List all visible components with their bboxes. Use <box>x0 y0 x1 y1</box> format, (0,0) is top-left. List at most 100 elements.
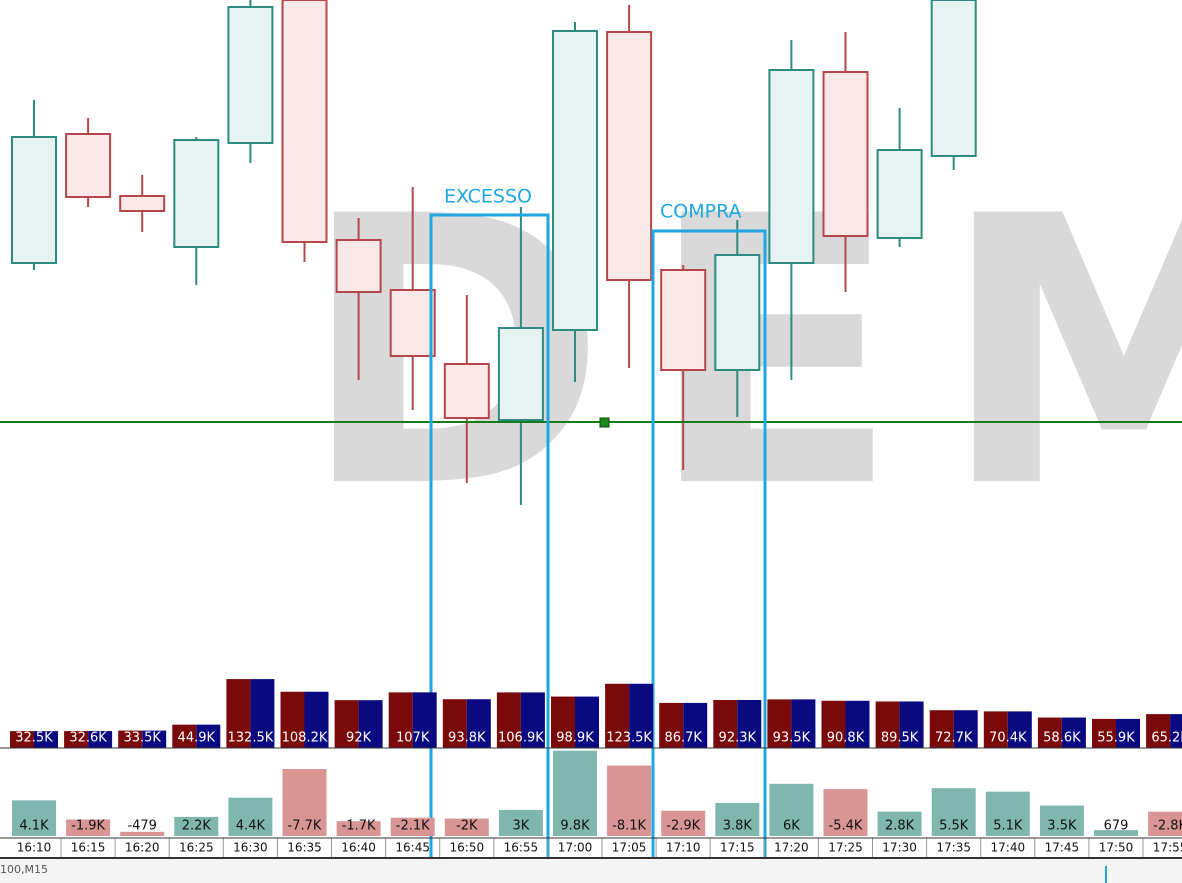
volume-label: 93.5K <box>773 731 811 746</box>
delta-label: -1.9K <box>71 819 105 834</box>
time-label: 17:15 <box>720 841 755 855</box>
volume-bar-sell <box>713 700 738 748</box>
time-label: 17:45 <box>1045 841 1080 855</box>
candle-body <box>660 269 707 371</box>
time-label: 17:50 <box>1099 841 1134 855</box>
time-label: 17:25 <box>828 841 863 855</box>
candle-body <box>876 149 923 239</box>
volume-bar-buy <box>412 692 437 748</box>
candle-body <box>552 30 598 331</box>
volume-bar-sell <box>388 692 413 748</box>
volume-label: 70.4K <box>989 731 1027 746</box>
volume-bar-buy <box>791 699 816 748</box>
volume-bar-sell <box>929 710 954 748</box>
delta-bar <box>715 802 760 836</box>
volume-bar-buy <box>34 731 58 748</box>
volume-bar-sell <box>821 700 846 748</box>
delta-bar <box>877 811 922 836</box>
volume-bar-sell <box>172 724 197 748</box>
delta-bar <box>607 765 652 836</box>
time-label: 17:30 <box>882 841 917 855</box>
volume-bar-buy <box>845 700 870 748</box>
candle-body <box>443 363 490 419</box>
volume-label: 93.8K <box>448 731 486 746</box>
delta-bar <box>282 769 327 836</box>
delta-bar <box>553 750 597 836</box>
candle-body <box>930 0 977 157</box>
volume-label: 98.9K <box>556 731 594 746</box>
delta-label: -2.1K <box>396 819 430 834</box>
volume-bar-buy <box>953 710 978 748</box>
volume-label: 72.7K <box>935 731 973 746</box>
volume-label: 65.2K <box>1151 731 1182 746</box>
delta-label: -5.4K <box>829 819 863 834</box>
volume-bar-buy <box>358 700 383 748</box>
level-handle <box>599 417 610 428</box>
delta-label: 3.8K <box>723 819 753 834</box>
volume-bar-buy <box>1061 717 1086 748</box>
volume-bar-buy <box>250 679 275 748</box>
volume-bar-buy <box>304 691 329 748</box>
candle-body <box>714 254 761 371</box>
volume-bar-sell <box>659 702 684 748</box>
delta-label: 2.8K <box>885 819 915 834</box>
volume-bar-buy <box>88 731 113 748</box>
delta-bar <box>174 816 219 836</box>
delta-label: 679 <box>1104 819 1129 834</box>
candle-body <box>227 6 274 144</box>
status-text: 100,M15 <box>0 863 48 876</box>
volume-bar-buy <box>1170 714 1182 748</box>
volume-label: 89.5K <box>881 731 919 746</box>
volume-bar-sell <box>875 701 900 748</box>
time-label: 16:50 <box>450 841 485 855</box>
time-label: 16:55 <box>504 841 539 855</box>
candle-body <box>335 239 382 293</box>
delta-label: 5.5K <box>939 819 969 834</box>
delta-bar <box>1039 805 1084 836</box>
delta-label: -7.7K <box>288 819 322 834</box>
delta-bar <box>444 818 489 836</box>
volume-label: 86.7K <box>664 731 702 746</box>
status-bar <box>0 859 1182 883</box>
delta-label: -2K <box>456 819 478 834</box>
volume-label: 58.6K <box>1043 731 1081 746</box>
time-label: 16:45 <box>395 841 430 855</box>
delta-label: 3.5K <box>1047 819 1077 834</box>
delta-label: -1.7K <box>342 819 376 834</box>
delta-bar <box>823 789 868 836</box>
delta-bar <box>931 788 976 836</box>
volume-bar-sell <box>280 691 305 748</box>
annotation-label: EXCESSO <box>444 186 532 208</box>
time-label: 17:10 <box>666 841 701 855</box>
annotation-label: COMPRA <box>660 201 742 223</box>
delta-label: 6K <box>783 819 800 834</box>
time-label: 17:35 <box>936 841 971 855</box>
delta-bar <box>336 821 381 836</box>
volume-label: 92K <box>346 731 372 746</box>
candle-body <box>281 0 328 243</box>
volume-bar-buy <box>683 702 708 748</box>
volume-bar-sell <box>1146 714 1171 748</box>
delta-bar <box>661 810 706 836</box>
candle-body <box>768 69 815 264</box>
volume-bar-buy <box>1116 718 1140 748</box>
volume-bar-buy <box>520 692 545 748</box>
time-label: 16:25 <box>179 841 214 855</box>
volume-label: 92.3K <box>719 731 757 746</box>
volume-bar-sell <box>118 730 143 748</box>
time-label: 17:00 <box>558 841 593 855</box>
delta-bar <box>769 783 814 836</box>
volume-bar-sell <box>496 692 521 748</box>
candle-body <box>173 139 220 248</box>
delta-label: -8.1K <box>612 819 646 834</box>
time-label: 16:15 <box>71 841 106 855</box>
volume-bar-buy <box>629 683 654 748</box>
volume-bar-sell <box>767 699 792 748</box>
delta-label: 4.4K <box>236 819 266 834</box>
volume-bar-sell <box>551 696 575 748</box>
time-label: 16:20 <box>125 841 160 855</box>
volume-label: 106.9K <box>498 731 544 746</box>
delta-label: 3K <box>513 819 530 834</box>
volume-label: 107K <box>396 731 430 746</box>
volume-bar-buy <box>1007 711 1032 748</box>
